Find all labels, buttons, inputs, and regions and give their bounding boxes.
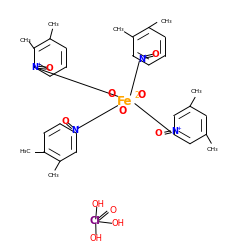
Text: O: O <box>107 89 116 99</box>
Text: N: N <box>172 127 178 136</box>
Text: O: O <box>46 64 54 72</box>
Text: CH₃: CH₃ <box>48 173 59 178</box>
Text: OH: OH <box>90 234 103 243</box>
Text: N: N <box>138 54 145 64</box>
Text: CH₃: CH₃ <box>47 22 59 27</box>
Text: CH₃: CH₃ <box>20 38 32 43</box>
Text: Cl: Cl <box>90 216 101 226</box>
Text: OH: OH <box>111 219 124 228</box>
Text: O: O <box>155 128 162 138</box>
Text: CH₃: CH₃ <box>206 147 218 152</box>
Text: +: + <box>76 125 80 130</box>
Text: +: + <box>36 62 41 67</box>
Text: O: O <box>109 206 116 215</box>
Text: O: O <box>137 90 145 100</box>
Text: CH₃: CH₃ <box>160 18 172 24</box>
Text: O: O <box>61 116 69 126</box>
Text: OH: OH <box>91 200 104 209</box>
Text: +: + <box>143 54 148 59</box>
Text: Fe: Fe <box>117 95 133 108</box>
Text: CH₃: CH₃ <box>112 27 124 32</box>
Text: H₃C: H₃C <box>20 149 31 154</box>
Text: CH₃: CH₃ <box>190 89 202 94</box>
Text: O: O <box>152 50 160 59</box>
Text: N: N <box>32 63 38 72</box>
Text: 2: 2 <box>134 91 140 100</box>
Text: O: O <box>118 106 127 116</box>
Text: +: + <box>176 126 181 131</box>
Text: N: N <box>72 126 78 135</box>
